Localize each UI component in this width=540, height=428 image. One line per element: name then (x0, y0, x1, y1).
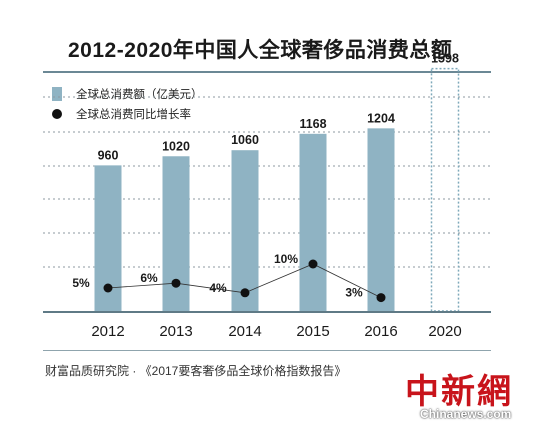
bar-2014 (231, 150, 259, 311)
watermark-site: Chinanews.com (420, 407, 512, 421)
bar-forecast-2020 (430, 67, 460, 312)
growth-point-2016 (376, 293, 386, 303)
growth-label-2016: 3% (345, 286, 363, 300)
growth-point-2014 (240, 288, 250, 298)
bar-2013 (162, 156, 190, 311)
growth-label-2015: 10% (274, 252, 298, 266)
bar-2016 (367, 128, 395, 311)
source-note: 财富品质研究院 · 《2017要客奢侈品全球价格指数报告》 (45, 364, 347, 378)
growth-label-2013: 6% (140, 271, 158, 285)
growth-point-2013 (171, 278, 181, 288)
bar-value-label-2016: 1204 (367, 111, 395, 125)
chart-title: 2012-2020年中国人全球奢侈品消费总额 (68, 39, 453, 62)
legend-swatch-bar (52, 87, 62, 101)
bar-2015 (299, 133, 327, 311)
x-tick-label-2016: 2016 (364, 323, 397, 340)
growth-label-2014: 4% (209, 281, 227, 295)
legend-item-bar: 全球总消费额（亿美元） (52, 84, 203, 104)
watermark-logo: 中新網 (405, 372, 513, 412)
legend-label-bar: 全球总消费额（亿美元） (76, 89, 203, 101)
bar-value-label-2012: 960 (98, 148, 119, 162)
x-tick-label-2013: 2013 (159, 323, 192, 340)
x-tick-label-2014: 2014 (228, 323, 261, 340)
legend: 全球总消费额（亿美元） 全球总消费同比增长率 (52, 84, 203, 124)
x-tick-label-2020: 2020 (428, 323, 461, 340)
bar-value-label-2015: 1168 (299, 117, 326, 131)
growth-point-2012 (103, 283, 113, 293)
legend-swatch-dot (52, 109, 62, 119)
bar-value-label-2014: 1060 (231, 133, 259, 147)
x-tick-label-2015: 2015 (296, 323, 329, 340)
legend-label-line: 全球总消费同比增长率 (76, 109, 191, 121)
legend-item-line: 全球总消费同比增长率 (52, 104, 203, 124)
footer-divider (43, 350, 491, 351)
title-divider (43, 71, 491, 73)
bar-value-label-2020: 1598 (431, 52, 459, 66)
bar-value-label-2013: 1020 (162, 139, 190, 153)
growth-label-2012: 5% (72, 276, 90, 290)
growth-point-2015 (308, 259, 318, 269)
x-tick-label-2012: 2012 (91, 323, 124, 340)
